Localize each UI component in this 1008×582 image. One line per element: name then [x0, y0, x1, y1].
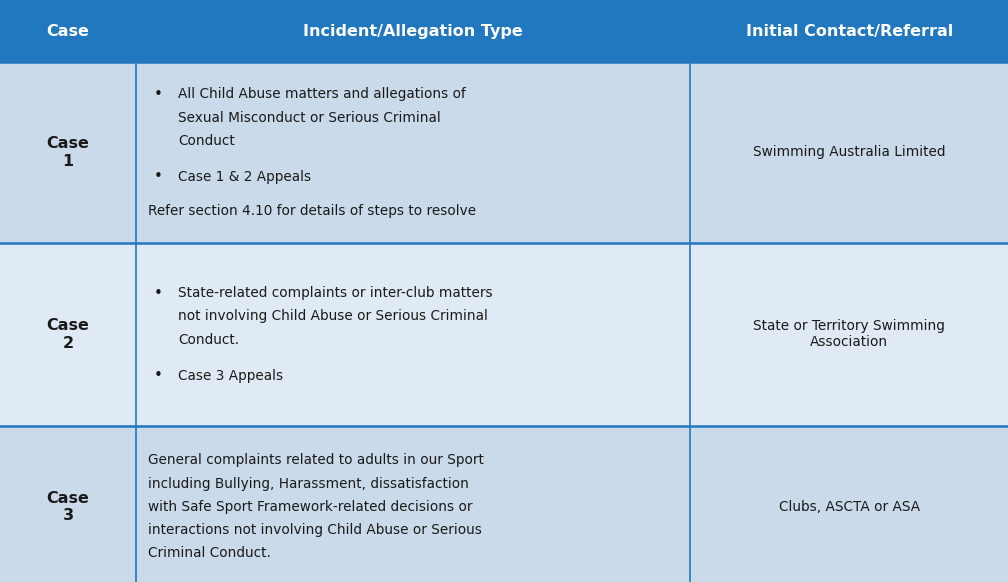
Text: Clubs, ASCTA or ASA: Clubs, ASCTA or ASA: [778, 500, 920, 514]
Text: Swimming Australia Limited: Swimming Australia Limited: [753, 146, 946, 159]
Text: General complaints related to adults in our Sport: General complaints related to adults in …: [148, 453, 484, 467]
Text: Initial Contact/Referral: Initial Contact/Referral: [746, 24, 953, 38]
Bar: [0, 62, 1008, 243]
Text: •: •: [154, 368, 162, 383]
Text: •: •: [154, 87, 162, 102]
Text: All Child Abuse matters and allegations of: All Child Abuse matters and allegations …: [178, 87, 466, 101]
Text: not involving Child Abuse or Serious Criminal: not involving Child Abuse or Serious Cri…: [178, 309, 488, 324]
Text: interactions not involving Child Abuse or Serious: interactions not involving Child Abuse o…: [148, 523, 482, 537]
Text: Case: Case: [46, 24, 90, 38]
Text: Case 3 Appeals: Case 3 Appeals: [178, 368, 283, 383]
Bar: [0, 243, 1008, 426]
Text: Refer section 4.10 for details of steps to resolve: Refer section 4.10 for details of steps …: [148, 204, 477, 218]
Text: •: •: [154, 286, 162, 300]
Bar: [0, 426, 1008, 582]
Text: Criminal Conduct.: Criminal Conduct.: [148, 546, 271, 560]
Text: •: •: [154, 169, 162, 184]
Text: Case 1 & 2 Appeals: Case 1 & 2 Appeals: [178, 170, 311, 184]
Text: Case
1: Case 1: [46, 136, 90, 169]
Text: Incident/Allegation Type: Incident/Allegation Type: [303, 24, 523, 38]
Text: Sexual Misconduct or Serious Criminal: Sexual Misconduct or Serious Criminal: [178, 111, 442, 125]
Text: with Safe Sport Framework-related decisions or: with Safe Sport Framework-related decisi…: [148, 500, 473, 514]
Text: State or Territory Swimming
Association: State or Territory Swimming Association: [753, 320, 946, 349]
Text: Case
2: Case 2: [46, 318, 90, 350]
Text: including Bullying, Harassment, dissatisfaction: including Bullying, Harassment, dissatis…: [148, 477, 469, 491]
Text: Conduct.: Conduct.: [178, 332, 240, 347]
Text: State-related complaints or inter-club matters: State-related complaints or inter-club m…: [178, 286, 493, 300]
Bar: [0, 0, 1008, 62]
Text: Conduct: Conduct: [178, 134, 235, 148]
Text: Case
3: Case 3: [46, 491, 90, 523]
